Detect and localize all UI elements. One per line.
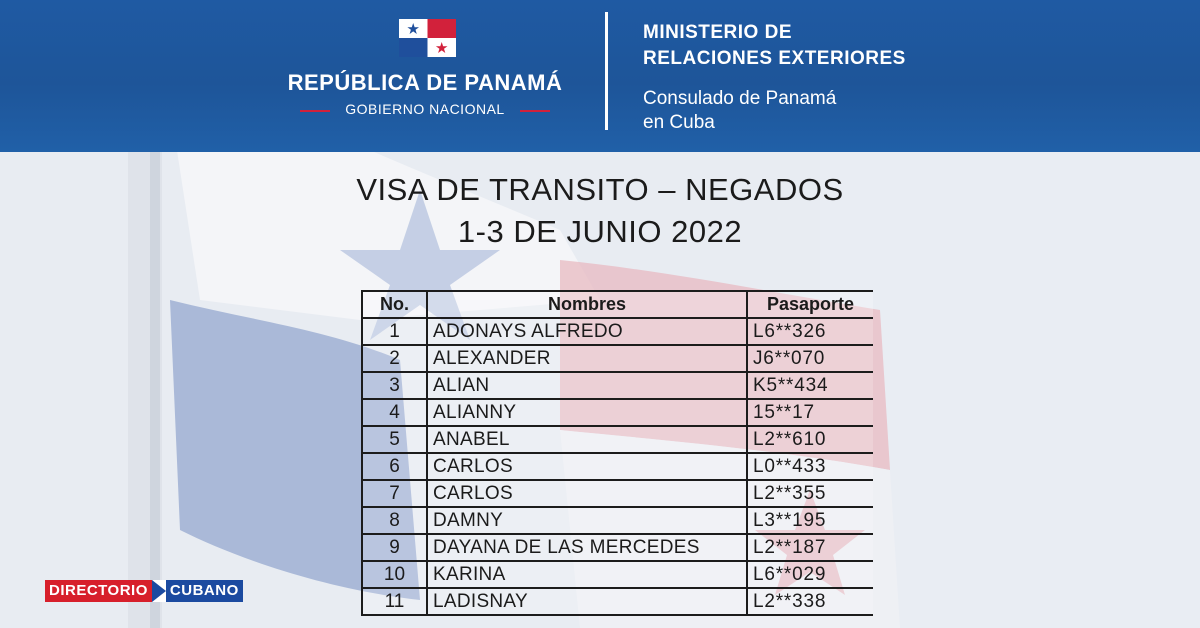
ministry-name-line1: MINISTERIO DE: [643, 22, 793, 43]
row-passport: L6**029: [746, 560, 873, 589]
decorative-red-line: [300, 110, 330, 112]
star-icon: [151, 580, 166, 602]
row-number: 7: [361, 479, 428, 508]
row-name: ALIAN: [426, 371, 748, 400]
republic-title: REPÚBLICA DE PANAMÁ: [287, 70, 563, 95]
table-row: 3 ALIAN K5**434: [361, 371, 873, 400]
row-passport: J6**070: [746, 344, 873, 373]
row-name: DAYANA DE LAS MERCEDES: [426, 533, 748, 562]
table-header-row: No. Nombres Pasaporte: [361, 290, 873, 319]
row-passport: 15**17: [746, 398, 873, 427]
document-date: 1-3 DE JUNIO 2022: [457, 214, 743, 249]
document-title: VISA DE TRANSITO – NEGADOS: [356, 172, 844, 207]
row-name: CARLOS: [426, 452, 748, 481]
row-number: 1: [361, 317, 428, 346]
row-name: ALIANNY: [426, 398, 748, 427]
logo-text-right: CUBANO: [165, 580, 243, 602]
row-passport: L6**326: [746, 317, 873, 346]
table-row: 2 ALEXANDER J6**070: [361, 344, 873, 373]
column-header-no: No.: [361, 290, 428, 319]
row-name: ANABEL: [426, 425, 748, 454]
row-number: 10: [361, 560, 428, 589]
row-name: DAMNY: [426, 506, 748, 535]
row-number: 11: [361, 587, 428, 616]
government-subtitle: GOBIERNO NACIONAL: [345, 101, 505, 117]
row-number: 9: [361, 533, 428, 562]
row-name: KARINA: [426, 560, 748, 589]
row-number: 4: [361, 398, 428, 427]
row-number: 6: [361, 452, 428, 481]
row-passport: L0**433: [746, 452, 873, 481]
table-row: 9 DAYANA DE LAS MERCEDES L2**187: [361, 533, 873, 562]
row-number: 8: [361, 506, 428, 535]
header-divider: [605, 12, 608, 130]
table-row: 11 LADISNAY L2**338: [361, 587, 873, 616]
row-number: 5: [361, 425, 428, 454]
denied-visa-table: No. Nombres Pasaporte 1 ADONAYS ALFREDO L6…: [361, 290, 873, 628]
row-passport: L2**610: [746, 425, 873, 454]
row-number: 2: [361, 344, 428, 373]
row-passport: L3**195: [746, 506, 873, 535]
table-row: 6 CARLOS L0**433: [361, 452, 873, 481]
table-row: 10 KARINA L6**029: [361, 560, 873, 589]
header-banner: REPÚBLICA DE PANAMÁ GOBIERNO NACIONAL MI…: [0, 0, 1200, 152]
column-header-names: Nombres: [426, 290, 748, 319]
decorative-red-line: [520, 110, 550, 112]
directorio-cubano-logo: DIRECTORIO CUBANO: [45, 580, 243, 602]
logo-text-left: DIRECTORIO: [45, 580, 152, 602]
ministry-name-line2: RELACIONES EXTERIORES: [643, 48, 906, 69]
table-row: 4 ALIANNY 15**17: [361, 398, 873, 427]
consulate-line2: en Cuba: [643, 112, 715, 133]
table-row: 7 CARLOS L2**355: [361, 479, 873, 508]
table-row: 8 DAMNY L3**195: [361, 506, 873, 535]
row-name: LADISNAY: [426, 587, 748, 616]
panama-flag-icon: [399, 19, 456, 57]
row-passport: K5**434: [746, 371, 873, 400]
row-name: ALEXANDER: [426, 344, 748, 373]
table-row: 1 ADONAYS ALFREDO L6**326: [361, 317, 873, 346]
table-row: 5 ANABEL L2**610: [361, 425, 873, 454]
row-number: 3: [361, 371, 428, 400]
row-passport: L2**187: [746, 533, 873, 562]
consulate-line1: Consulado de Panamá: [643, 88, 837, 109]
row-name: ADONAYS ALFREDO: [426, 317, 748, 346]
row-name: CARLOS: [426, 479, 748, 508]
row-passport: L2**355: [746, 479, 873, 508]
column-header-passport: Pasaporte: [746, 290, 873, 319]
row-passport: L2**338: [746, 587, 873, 616]
